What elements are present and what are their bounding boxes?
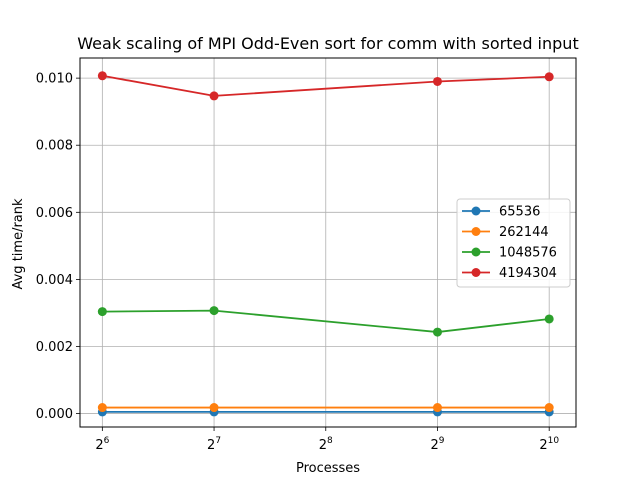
legend-label: 65536 — [499, 205, 540, 220]
y-tick-label: 0.006 — [36, 206, 73, 221]
data-point-1048576 — [209, 306, 219, 316]
y-axis-label: Avg time/rank — [11, 198, 26, 290]
data-point-4194304 — [544, 72, 554, 82]
y-tick-label: 0.004 — [36, 273, 73, 288]
legend-box — [456, 198, 571, 288]
legend-label: 4194304 — [499, 266, 557, 281]
data-point-262144 — [544, 403, 554, 413]
legend-swatch-marker — [471, 227, 481, 236]
y-tick-label: 0.000 — [36, 407, 73, 422]
y-tick-label: 0.002 — [36, 340, 73, 355]
series-line-1048576 — [102, 309, 550, 333]
chart-title: Weak scaling of MPI Odd-Even sort for co… — [77, 34, 578, 53]
data-point-262144 — [209, 403, 219, 413]
legend-label: 262144 — [499, 225, 549, 240]
x-tick-label: 28 — [319, 436, 333, 453]
x-tick-label: 210 — [539, 436, 559, 453]
legend: 65536 262144 1048576 4194304 — [456, 198, 571, 288]
y-axis-ticks: 0.000 0.002 0.004 0.006 0.008 0.010 — [36, 72, 80, 422]
plot-frame — [79, 57, 577, 428]
x-axis-label: Processes — [296, 461, 360, 476]
x-tick-label: 26 — [95, 436, 109, 453]
legend-swatch-marker — [471, 268, 481, 277]
x-axis-ticks: 26 27 28 29 210 — [95, 427, 559, 453]
x-tick-label: 29 — [430, 436, 444, 453]
y-tick-label: 0.008 — [36, 139, 73, 154]
legend-label: 1048576 — [499, 246, 557, 261]
gridlines — [80, 58, 576, 427]
data-point-4194304 — [432, 76, 442, 86]
x-tick-label: 27 — [207, 436, 221, 453]
data-point-1048576 — [544, 314, 554, 324]
data-point-4194304 — [97, 71, 107, 81]
y-tick-label: 0.010 — [36, 72, 73, 87]
data-point-1048576 — [432, 327, 442, 337]
data-point-1048576 — [97, 307, 107, 317]
data-point-4194304 — [209, 91, 219, 101]
series-lines — [97, 71, 554, 417]
legend-swatch-marker — [471, 247, 481, 257]
data-point-262144 — [432, 403, 442, 413]
series-line-4194304 — [102, 74, 550, 97]
data-point-262144 — [97, 403, 107, 413]
legend-swatch-marker — [471, 206, 481, 216]
